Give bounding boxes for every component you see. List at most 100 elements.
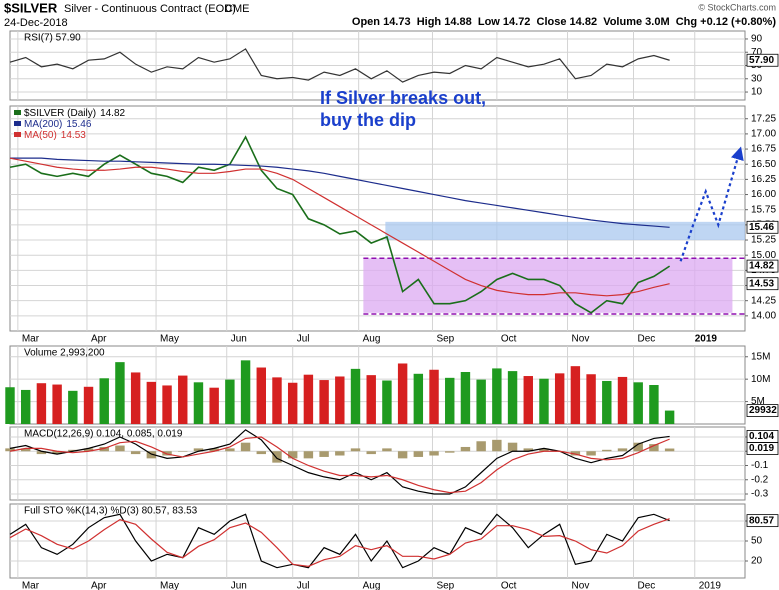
bar [99,378,109,424]
bar [397,451,408,459]
bar [162,451,172,456]
bar [539,448,549,452]
symbol: $SILVER [4,0,58,15]
bar [523,376,533,424]
bar [272,451,282,463]
annotation: If Silver breaks out, [320,88,486,108]
ohlc-summary: Open 14.73 High 14.88 Low 14.72 Close 14… [352,16,776,28]
x-tick-label: Oct [501,581,517,590]
x-tick-label: Aug [363,334,381,345]
bar [335,451,345,456]
bar [350,448,361,452]
bar [130,372,141,424]
bar [445,451,455,453]
y-tick-label: 5M [751,396,765,407]
bar [68,390,78,424]
bar [492,439,502,452]
bar [617,448,628,452]
y-tick-label: -0.2 [751,474,769,485]
y-tick-label: 30 [751,73,763,84]
bar [52,384,62,424]
bar [570,451,581,456]
panel-frame [9,426,746,501]
bar [664,448,675,452]
bar [193,382,204,424]
x-tick-label: 2019 [699,581,722,590]
bar [193,448,204,452]
legend-entry: MA(50) 14.53 [24,130,86,141]
bar [507,442,518,452]
bar [523,448,533,452]
x-tick-label: Sep [436,334,454,345]
bar [413,451,424,457]
y-tick-label: 17.25 [751,113,776,124]
legend-swatch [14,121,21,126]
projection-path [679,146,744,262]
bar [382,380,392,424]
bar [5,448,15,452]
bar [602,449,612,452]
value-box [746,259,779,273]
y-tick-label: 20 [751,556,763,567]
bar [287,451,298,459]
bar [209,448,219,452]
bar [633,442,643,452]
bar [570,366,581,424]
x-tick-label: Oct [501,334,517,345]
bar [539,378,549,424]
bar [303,374,314,424]
y-tick-label: -0.3 [751,489,769,500]
value-box-label: 0.019 [749,443,774,454]
value-box [746,430,779,443]
y-tick-label: 15.75 [751,204,776,215]
bar [115,362,125,424]
series-line [9,48,670,83]
legend-name: $SILVER (Daily) [24,108,96,119]
y-tick-label: 70 [751,47,763,58]
bar [83,448,94,452]
bar [130,451,141,455]
x-tick-label: May [160,581,179,590]
series-line [9,436,670,494]
x-tick-label: Jun [231,334,247,345]
exchange: CME [225,3,249,15]
x-tick-label: Jun [231,581,247,590]
bar [162,385,172,424]
y-tick-label: 15.00 [751,250,776,261]
x-tick-label: May [160,334,179,345]
y-tick-label: 15M [751,351,770,362]
x-tick-label: 2019 [695,334,718,345]
bar [366,451,376,455]
legend-entry: $SILVER (Daily) 14.82 [24,108,126,119]
panel-label: MACD(12,26,9) 0.104, 0.085, 0.019 [24,429,183,440]
legend-name: MA(200) [24,119,62,130]
annotation: buy the dip [320,110,416,130]
value-box [746,514,779,528]
value-box-label: 14.82 [749,261,774,272]
instrument-name: Silver - Continuous Contract (EOD) [64,3,236,15]
bar [460,446,471,452]
value-box-label: 57.90 [749,55,774,66]
bar [382,448,392,452]
bar [225,379,235,424]
bar [5,387,15,424]
y-tick-label: 14.25 [751,295,776,306]
y-tick-label: 50 [751,536,763,547]
legend-entry: MA(200) 15.46 [24,119,92,130]
bar [335,376,345,424]
bar [36,451,47,455]
x-tick-label: Nov [572,334,590,345]
x-tick-label: Jul [297,334,310,345]
y-tick-label: -0.1 [751,460,769,471]
bar [586,451,596,456]
bar [209,387,219,424]
bar [256,451,266,455]
value-box-label: 29932 [749,405,777,416]
legend-value: 14.53 [61,130,86,141]
bar [664,410,675,424]
bar [476,379,486,424]
legend-name: MA(50) [24,130,57,141]
panel-label: Volume 2,993,200 [24,348,105,359]
bar [429,369,439,424]
